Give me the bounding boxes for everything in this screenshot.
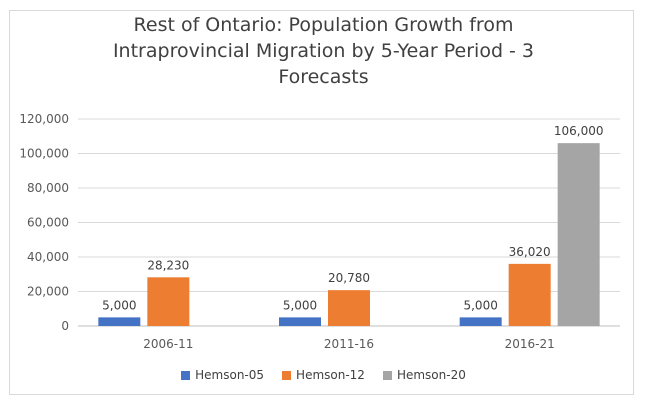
legend-label-hemson-05: Hemson-05: [195, 368, 265, 382]
data-label: 20,780: [328, 271, 370, 285]
legend-item-hemson-20: Hemson-20: [382, 368, 466, 382]
y-tick-label: 0: [61, 319, 69, 333]
data-label: 5,000: [102, 298, 136, 312]
bar-hemson-12-2016-21: [508, 263, 551, 326]
legend-swatch-hemson-12: [282, 370, 292, 380]
legend-item-hemson-12: Hemson-12: [282, 368, 365, 382]
x-tick-label: 2016-21: [505, 337, 555, 351]
chart-legend: Hemson-05 Hemson-12 Hemson-20: [0, 368, 647, 382]
bar-hemson-05-2011-16: [279, 317, 321, 326]
data-label: 28,230: [147, 258, 189, 272]
x-tick-label: 2011-16: [324, 337, 374, 351]
chart-frame: [9, 10, 634, 395]
y-tick-label: 20,000: [27, 285, 69, 299]
y-tick-label: 120,000: [19, 112, 69, 126]
data-label: 106,000: [554, 124, 604, 138]
legend-label-hemson-20: Hemson-20: [396, 368, 466, 382]
chart-title-line-1: Rest of Ontario: Population Growth from: [133, 14, 514, 36]
x-tick-label: 2006-11: [143, 337, 193, 351]
legend-item-hemson-05: Hemson-05: [181, 368, 264, 382]
bar-hemson-12-2006-11: [147, 277, 190, 326]
chart-title-line-2: Intraprovincial Migration by 5-Year Peri…: [112, 40, 535, 62]
y-tick-label: 80,000: [27, 181, 69, 195]
legend-swatch-hemson-20: [382, 370, 392, 380]
chart-title: Rest of Ontario: Population Growth from …: [0, 12, 647, 90]
data-label: 5,000: [463, 298, 497, 312]
legend-swatch-hemson-05: [181, 370, 191, 380]
y-tick-label: 40,000: [27, 250, 69, 264]
legend-label-hemson-12: Hemson-12: [296, 368, 365, 382]
bar-hemson-20-2016-21: [557, 143, 600, 326]
y-tick-label: 100,000: [19, 147, 69, 161]
bar-hemson-05-2016-21: [459, 317, 502, 326]
bar-hemson-12-2011-16: [328, 290, 370, 326]
chart-title-line-3: Forecasts: [278, 66, 369, 88]
bar-hemson-05-2006-11: [98, 317, 141, 326]
y-tick-label: 60,000: [27, 216, 69, 230]
data-label: 5,000: [283, 298, 317, 312]
data-label: 36,020: [509, 245, 551, 259]
